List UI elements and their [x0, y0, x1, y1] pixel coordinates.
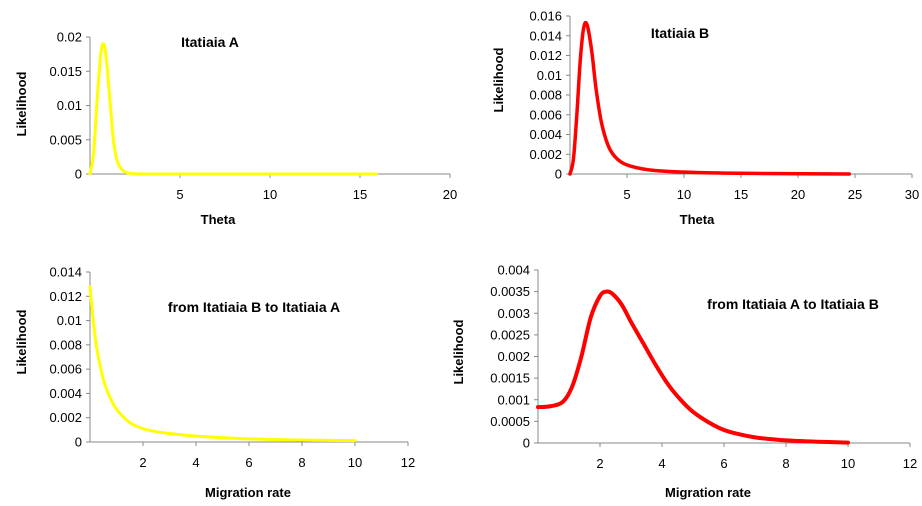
y-tick-label: 0.0005	[490, 414, 530, 429]
y-tick-label: 0.02	[57, 30, 82, 45]
x-tick-label: 5	[623, 187, 630, 202]
x-axis-title: Migration rate	[205, 485, 291, 500]
x-tick-label: 15	[734, 187, 748, 202]
y-tick-label: 0.005	[49, 132, 82, 147]
x-tick-label: 30	[905, 187, 919, 202]
y-tick-label: 0.012	[529, 48, 562, 63]
x-tick-label: 20	[443, 187, 457, 202]
y-tick-label: 0.014	[529, 28, 562, 43]
y-tick-label: 0.015	[49, 64, 82, 79]
x-tick-label: 2	[139, 455, 146, 470]
y-tick-label: 0.008	[49, 337, 82, 352]
x-tick-label: 6	[720, 456, 727, 471]
x-axis-title: Migration rate	[665, 485, 751, 500]
likelihood-series-line	[568, 20, 852, 176]
x-tick-label: 10	[677, 187, 691, 202]
chart-migration-b-to-a: 0 0.002 0.004 0.006 0.008 0.01 0.012 0.014 2 4 6 8 1…	[14, 265, 415, 501]
y-tick-label: 0.0035	[490, 284, 530, 299]
chart-title: from Itatiaia B to Itatiaia A	[168, 299, 340, 315]
x-tick-label: 10	[841, 456, 855, 471]
y-tick-label: 0.004	[497, 263, 530, 278]
y-axis-title: Likelihood	[451, 319, 466, 384]
y-tick-label: 0	[555, 167, 562, 182]
x-tick-label: 2	[596, 456, 603, 471]
y-axis-title: Likelihood	[14, 71, 29, 136]
y-tick-label: 0.014	[49, 265, 82, 280]
y-tick-label: 0.012	[49, 289, 82, 304]
x-tick-label: 20	[791, 187, 805, 202]
y-tick-label: 0.0015	[490, 371, 530, 386]
y-tick-label: 0.008	[529, 88, 562, 103]
x-tick-label: 10	[348, 455, 362, 470]
x-tick-label: 10	[263, 187, 277, 202]
chart-itatiaia-b: 0 0.002 0.004 0.006 0.008 0.01 0.012 0.014 0.016…	[491, 9, 919, 228]
y-tick-label: 0	[523, 436, 530, 451]
likelihood-series-line	[88, 285, 357, 443]
y-tick-label: 0.01	[537, 68, 562, 83]
chart-title: from Itatiaia A to Itatiaia B	[707, 296, 879, 312]
y-tick-label: 0.0025	[490, 327, 530, 342]
y-tick-label: 0.01	[57, 313, 82, 328]
y-axis-title: Likelihood	[491, 47, 506, 112]
y-tick-label: 0	[75, 167, 82, 182]
x-tick-label: 12	[401, 455, 415, 470]
y-tick-label: 0.016	[529, 9, 562, 24]
x-tick-label: 5	[176, 187, 183, 202]
chart-migration-a-to-b: 0 0.0005 0.001 0.0015 0.002 0.0025 0.003 0.0035…	[451, 263, 917, 501]
x-tick-label: 4	[192, 455, 199, 470]
x-tick-label: 12	[903, 456, 917, 471]
chart-title: Itatiaia A	[181, 34, 239, 50]
y-tick-label: 0.002	[497, 349, 530, 364]
y-tick-label: 0.006	[49, 362, 82, 377]
x-tick-label: 8	[298, 455, 305, 470]
y-tick-label: 0.002	[49, 410, 82, 425]
y-tick-label: 0.003	[497, 306, 530, 321]
chart-title: Itatiaia B	[651, 25, 709, 41]
x-axis-title: Theta	[201, 212, 236, 227]
y-tick-label: 0.001	[497, 392, 530, 407]
x-tick-label: 6	[245, 455, 252, 470]
y-tick-label: 0.01	[57, 98, 82, 113]
likelihood-series-line	[536, 289, 850, 445]
y-axis-title: Likelihood	[14, 309, 29, 374]
likelihood-series-line	[88, 42, 378, 176]
x-axis-title: Theta	[680, 212, 715, 227]
x-tick-label: 4	[658, 456, 665, 471]
x-tick-label: 25	[848, 187, 862, 202]
y-tick-label: 0	[75, 435, 82, 450]
x-tick-label: 8	[782, 456, 789, 471]
y-tick-label: 0.004	[49, 386, 82, 401]
x-tick-label: 15	[353, 187, 367, 202]
y-tick-label: 0.004	[529, 127, 562, 142]
y-tick-label: 0.002	[529, 147, 562, 162]
y-tick-label: 0.006	[529, 107, 562, 122]
chart-itatiaia-a: 0 0.005 0.01 0.015 0.02 5 10 15 20 Itatiaia A Thet…	[14, 30, 457, 228]
